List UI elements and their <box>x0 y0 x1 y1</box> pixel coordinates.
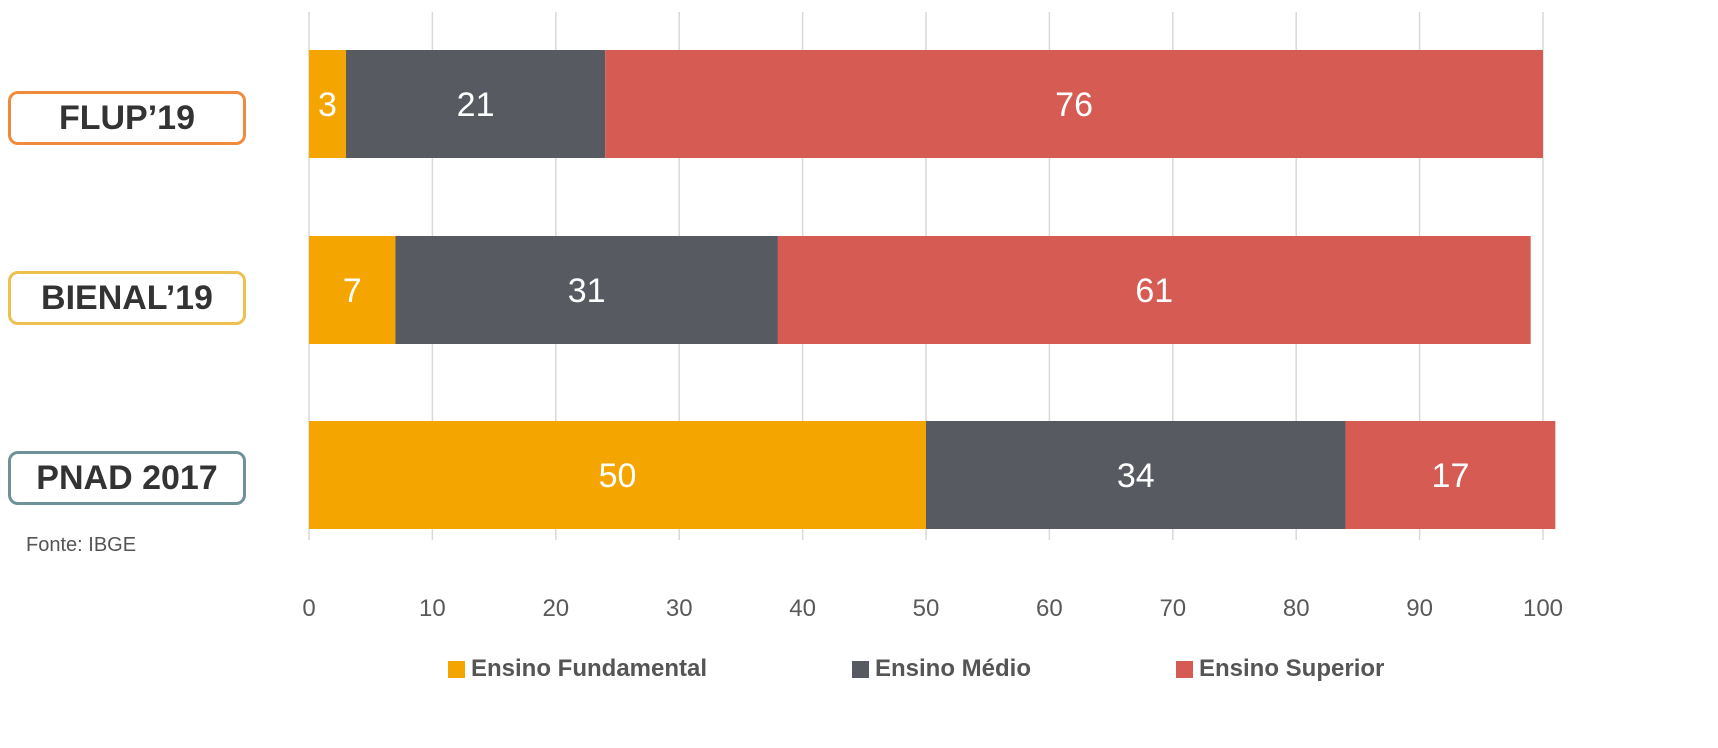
x-tick-label: 70 <box>1159 595 1186 622</box>
bar-segment <box>926 421 1346 529</box>
x-tick-label: 0 <box>302 595 315 622</box>
x-tick-label: 60 <box>1036 595 1063 622</box>
legend-label-superior: Ensino Superior <box>1199 655 1385 682</box>
bar-segment <box>309 421 926 529</box>
data-label: 21 <box>457 86 495 124</box>
legend-label-medio: Ensino Médio <box>875 655 1031 682</box>
data-label: 7 <box>343 272 362 310</box>
legend-swatch-medio <box>852 660 869 678</box>
category-label-flup19: FLUP’19 <box>8 91 246 145</box>
legend-item-medio: Ensino Médio <box>852 655 1031 683</box>
x-tick-label: 20 <box>542 595 569 622</box>
x-tick-label: 80 <box>1283 595 1310 622</box>
x-tick-label: 50 <box>913 595 940 622</box>
x-axis-ticks: 0 10 20 30 40 50 60 70 80 90 100 <box>302 595 1563 622</box>
data-label: 34 <box>1117 457 1155 495</box>
bar-segment <box>395 236 778 344</box>
x-tick-label: 90 <box>1406 595 1433 622</box>
bar-segment <box>777 236 1531 344</box>
data-label: 17 <box>1432 457 1470 495</box>
data-label: 3 <box>318 86 337 124</box>
legend-item-fundamental: Ensino Fundamental <box>448 655 707 683</box>
legend-swatch-fundamental <box>448 660 465 678</box>
x-tick-label: 100 <box>1523 595 1563 622</box>
bar-segment <box>605 50 1543 158</box>
legend-label-fundamental: Ensino Fundamental <box>471 655 708 682</box>
legend-item-superior: Ensino Superior <box>1176 655 1384 683</box>
bar-segment <box>1345 421 1556 529</box>
data-label: 31 <box>568 272 606 310</box>
data-label: 61 <box>1135 272 1173 310</box>
x-tick-label: 10 <box>419 595 446 622</box>
legend-swatch-superior <box>1176 660 1193 678</box>
bar-segment <box>309 50 347 158</box>
x-tick-label: 40 <box>789 595 816 622</box>
data-label: 76 <box>1055 86 1093 124</box>
category-label-bienal19: BIENAL’19 <box>8 271 246 325</box>
bar-segment <box>309 236 396 344</box>
source-note: Fonte: IBGE <box>26 534 137 556</box>
bar-segment <box>346 50 606 158</box>
data-label: 50 <box>599 457 637 495</box>
bars: 3 21 76 7 31 61 50 34 17 <box>309 50 1556 529</box>
x-tick-label: 30 <box>666 595 693 622</box>
category-label-pnad2017: PNAD 2017 <box>8 451 246 505</box>
